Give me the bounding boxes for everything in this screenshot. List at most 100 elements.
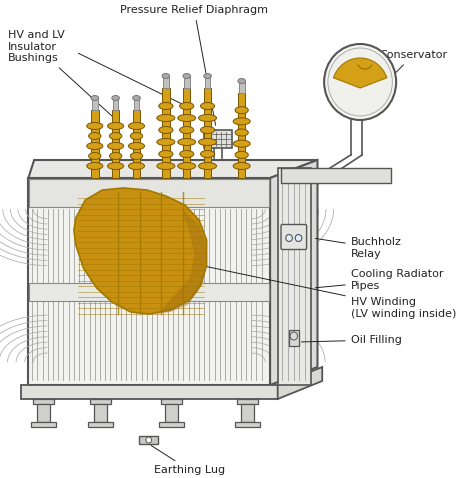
Polygon shape (28, 160, 318, 178)
Ellipse shape (108, 122, 124, 130)
Ellipse shape (238, 78, 246, 84)
Ellipse shape (89, 152, 101, 160)
Text: HV and LV
Insulator
Bushings: HV and LV Insulator Bushings (8, 30, 123, 126)
Ellipse shape (235, 152, 248, 158)
Ellipse shape (87, 122, 103, 130)
Bar (94, 404, 107, 422)
Text: Earthing Lug: Earthing Lug (151, 445, 225, 475)
Ellipse shape (112, 96, 119, 100)
Bar (92, 98, 98, 110)
Bar (90, 399, 111, 404)
Ellipse shape (159, 102, 173, 109)
Polygon shape (156, 210, 207, 314)
Ellipse shape (235, 107, 248, 114)
Bar (163, 76, 169, 88)
Ellipse shape (87, 142, 103, 150)
Bar (235, 422, 260, 427)
Bar (204, 88, 211, 178)
Ellipse shape (201, 102, 215, 109)
Text: Pressure Relief Diaphragm: Pressure Relief Diaphragm (120, 5, 268, 125)
Circle shape (328, 48, 392, 116)
Ellipse shape (199, 115, 217, 121)
Ellipse shape (233, 118, 250, 125)
Bar (238, 93, 246, 178)
Ellipse shape (108, 163, 124, 170)
Ellipse shape (91, 96, 99, 100)
Ellipse shape (183, 74, 191, 78)
Bar (165, 404, 178, 422)
Bar (28, 178, 270, 385)
Bar (31, 422, 56, 427)
Bar (29, 283, 269, 301)
Circle shape (324, 44, 396, 120)
Ellipse shape (199, 139, 217, 145)
Bar (159, 422, 184, 427)
Ellipse shape (180, 127, 194, 133)
Bar (134, 98, 139, 110)
Ellipse shape (178, 139, 196, 145)
Ellipse shape (157, 163, 175, 170)
Ellipse shape (109, 132, 122, 140)
Wedge shape (333, 58, 387, 88)
Ellipse shape (157, 139, 175, 145)
Bar (183, 88, 191, 178)
Bar (133, 110, 140, 178)
Ellipse shape (235, 129, 248, 136)
Ellipse shape (201, 151, 215, 157)
Polygon shape (281, 168, 392, 183)
Polygon shape (278, 367, 322, 399)
Bar (184, 76, 190, 88)
Ellipse shape (159, 127, 173, 133)
Ellipse shape (133, 96, 140, 100)
Ellipse shape (128, 163, 145, 170)
Bar (139, 436, 158, 444)
Bar (162, 88, 170, 178)
Text: Conservator: Conservator (379, 50, 447, 75)
Ellipse shape (128, 142, 145, 150)
Ellipse shape (180, 151, 194, 157)
Circle shape (146, 437, 152, 443)
Bar (33, 399, 54, 404)
Ellipse shape (128, 122, 145, 130)
Ellipse shape (109, 152, 122, 160)
Ellipse shape (178, 163, 196, 170)
Circle shape (295, 235, 302, 241)
Ellipse shape (159, 151, 173, 157)
Text: Oil Filling: Oil Filling (301, 335, 401, 345)
Ellipse shape (108, 142, 124, 150)
Ellipse shape (87, 163, 103, 170)
Bar (204, 130, 232, 148)
Circle shape (286, 235, 292, 241)
Bar (289, 330, 299, 346)
Ellipse shape (233, 140, 250, 147)
Ellipse shape (233, 163, 250, 170)
Ellipse shape (204, 74, 211, 78)
Polygon shape (74, 188, 207, 314)
Bar (239, 81, 245, 93)
Ellipse shape (199, 163, 217, 170)
Polygon shape (270, 160, 318, 385)
Ellipse shape (89, 132, 101, 140)
Ellipse shape (180, 102, 194, 109)
Bar (113, 98, 118, 110)
Bar (37, 404, 50, 422)
Ellipse shape (157, 115, 175, 121)
Text: HV Winding
(LV winding inside): HV Winding (LV winding inside) (202, 266, 456, 319)
Bar (29, 179, 269, 207)
Text: Buchholz
Relay: Buchholz Relay (316, 237, 401, 259)
Bar (241, 404, 254, 422)
Bar (88, 422, 113, 427)
Bar (21, 385, 278, 399)
Ellipse shape (201, 127, 215, 133)
Ellipse shape (130, 132, 143, 140)
FancyBboxPatch shape (281, 225, 307, 250)
Bar (91, 110, 99, 178)
Ellipse shape (178, 115, 196, 121)
Ellipse shape (162, 74, 170, 78)
Bar (278, 168, 311, 385)
Bar (205, 76, 210, 88)
Bar (112, 110, 119, 178)
Ellipse shape (130, 152, 143, 160)
Text: Cooling Radiator
Pipes: Cooling Radiator Pipes (316, 269, 443, 291)
Bar (161, 399, 182, 404)
